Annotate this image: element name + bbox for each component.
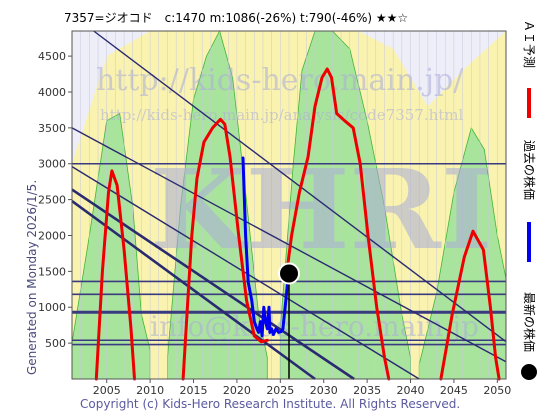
series bbox=[94, 67, 501, 381]
y-tick-label: 1000 bbox=[38, 301, 66, 314]
x-tick-label: 2030 bbox=[310, 384, 338, 397]
x-tick-label: 2020 bbox=[223, 384, 251, 397]
chart-title: 7357=ジオコド c:1470 m:1086(-26%) t:790(-46%… bbox=[64, 11, 408, 25]
y-tick-label: 500 bbox=[45, 337, 66, 350]
y-tick-label: 2000 bbox=[38, 229, 66, 242]
series-line bbox=[284, 67, 391, 381]
x-tick-label: 2010 bbox=[136, 384, 164, 397]
legend-dot bbox=[521, 364, 537, 380]
watermark-url: http://kids-hero.main.jp/ bbox=[96, 63, 464, 98]
y-tick-label: 4000 bbox=[38, 86, 66, 99]
y-tick-label: 3000 bbox=[38, 158, 66, 171]
current-price-dot bbox=[278, 262, 300, 285]
legend-label: 過去の株価 bbox=[522, 140, 537, 200]
trend-line bbox=[71, 188, 355, 381]
x-tick-label: 2045 bbox=[440, 384, 468, 397]
trend-line bbox=[71, 166, 420, 380]
series-line bbox=[439, 229, 501, 381]
x-tick-label: 2035 bbox=[353, 384, 381, 397]
current-marker bbox=[278, 262, 300, 379]
watermark-logo: KHRI bbox=[150, 145, 492, 274]
legend-label: ＡＩ予測 bbox=[522, 20, 536, 68]
y-axis: 500 1000 1500 2000 2500 3000 3500 4000 4500 bbox=[38, 50, 72, 350]
x-tick-label: 2005 bbox=[93, 384, 121, 397]
x-axis: 2005 2010 2015 2020 2025 2030 2035 2040 2045 2050 bbox=[93, 379, 511, 397]
y-tick-label: 2500 bbox=[38, 194, 66, 207]
legend-label: 最新の株価 bbox=[522, 292, 537, 352]
x-tick-label: 2025 bbox=[266, 384, 294, 397]
x-tick-label: 2050 bbox=[483, 384, 511, 397]
series-line bbox=[241, 156, 291, 338]
watermark-url-analysis: http://kids-hero.main.jp/analysis/code73… bbox=[100, 106, 464, 124]
plot-frame bbox=[71, 30, 507, 380]
copyright: Copyright (c) Kids-Hero Research Institu… bbox=[80, 397, 460, 411]
y-tick-label: 4500 bbox=[38, 50, 66, 63]
trend-line bbox=[71, 200, 316, 381]
y-tick-label: 3500 bbox=[38, 122, 66, 135]
generated-note: Generated on Monday 2026/1/5. bbox=[25, 180, 39, 375]
y-tick-label: 1500 bbox=[38, 265, 66, 278]
watermark: http://kids-hero.main.jp/ http://kids-he… bbox=[96, 63, 492, 343]
x-tick-label: 2015 bbox=[180, 384, 208, 397]
x-tick-label: 2040 bbox=[397, 384, 425, 397]
series-line bbox=[94, 169, 136, 381]
series-line bbox=[181, 117, 269, 381]
